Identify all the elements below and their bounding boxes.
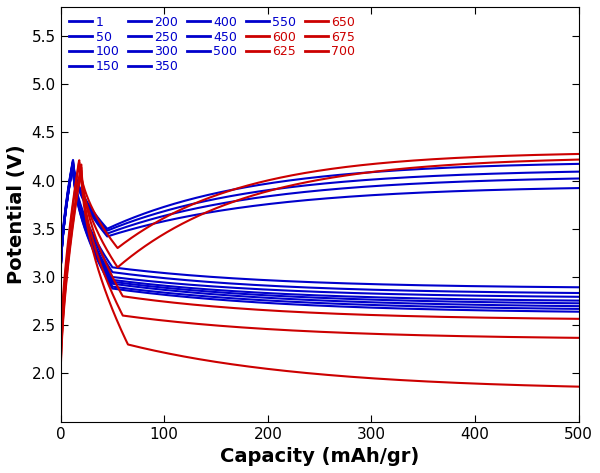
Legend: 1, 50, 100, 150, 200, 250, 300, 350, 400, 450, 500, 550, 600, 625, 650, 675, 700: 1, 50, 100, 150, 200, 250, 300, 350, 400… (67, 13, 358, 76)
Y-axis label: Potential (V): Potential (V) (7, 144, 26, 284)
X-axis label: Capacity (mAh/gr): Capacity (mAh/gr) (220, 447, 419, 466)
